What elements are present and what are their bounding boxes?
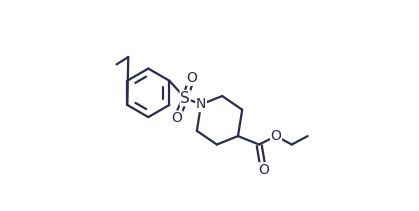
Text: O: O: [258, 163, 269, 177]
Text: S: S: [180, 91, 190, 106]
Text: N: N: [196, 97, 206, 111]
Text: O: O: [271, 129, 282, 143]
Text: O: O: [186, 71, 197, 85]
Text: O: O: [171, 111, 182, 125]
